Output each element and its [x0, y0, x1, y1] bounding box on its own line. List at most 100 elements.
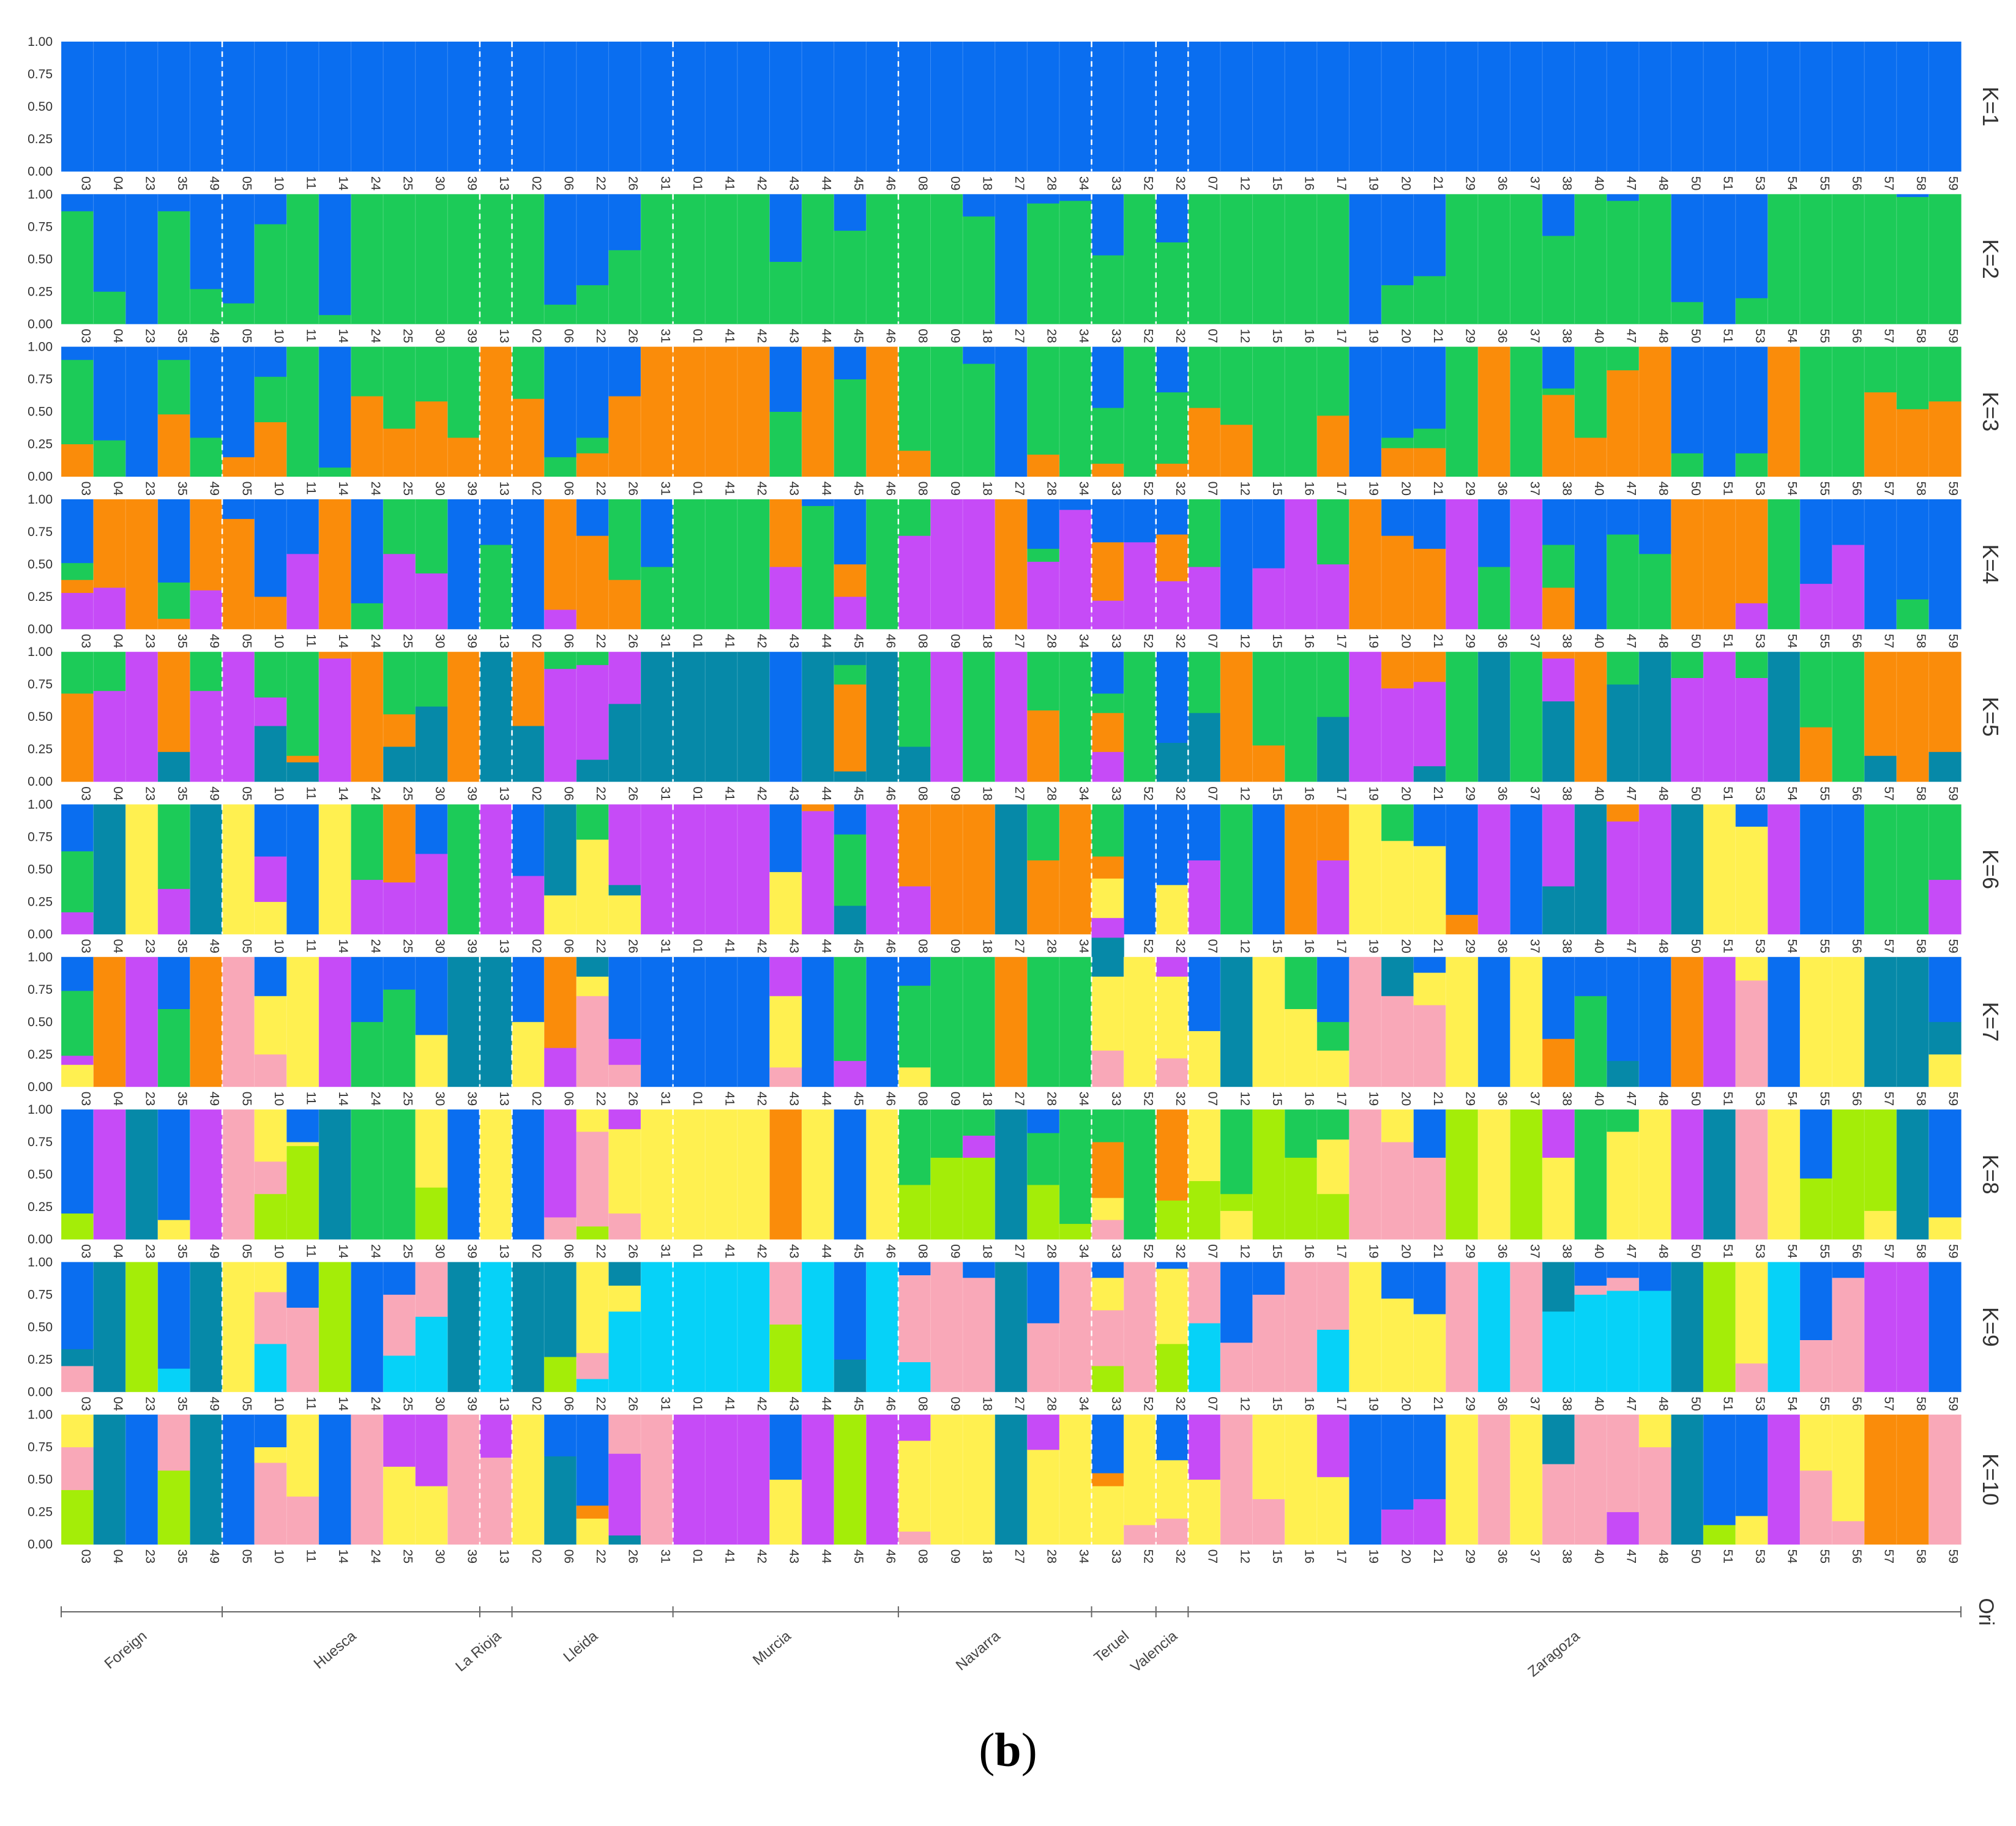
bar-segment [1316, 860, 1350, 934]
sample-label: 16 [1302, 482, 1316, 496]
sample-label: 21 [1431, 786, 1445, 800]
bar-segment [1542, 194, 1575, 236]
sample-label: 05 [239, 939, 253, 953]
bar-segment [705, 499, 738, 630]
sample-label: 31 [658, 939, 672, 953]
bar-segment [1413, 428, 1446, 449]
bar-segment [1768, 1414, 1801, 1545]
bar-segment [1446, 652, 1479, 782]
bar-segment [705, 194, 738, 324]
bar-segment [834, 499, 867, 565]
sample-label: 12 [1238, 1092, 1252, 1106]
sample-label: 38 [1559, 1092, 1574, 1106]
bar-segment [479, 652, 513, 782]
bar-segment [61, 1064, 94, 1087]
bar-segment [544, 1414, 577, 1456]
sample-label: 19 [1367, 939, 1381, 953]
bar-segment [898, 985, 931, 1068]
bar-segment [1155, 499, 1189, 535]
bar-segment [318, 315, 352, 324]
sample-label: 52 [1141, 634, 1155, 648]
bar-segment [1671, 194, 1704, 302]
bar-segment [1091, 255, 1124, 324]
sample-label: 35 [175, 634, 189, 648]
bar-segment [769, 804, 802, 873]
bar-segment [1091, 1198, 1124, 1220]
sample-label: 16 [1302, 1244, 1316, 1258]
sample-label: 34 [1077, 176, 1091, 191]
sample-label: 57 [1882, 1092, 1896, 1106]
bar-segment [834, 652, 867, 665]
bar-segment [898, 1262, 931, 1275]
bar-segment [254, 697, 287, 726]
bar-segment [995, 652, 1028, 782]
bar-segment [479, 1414, 513, 1458]
bar-segment [1413, 804, 1446, 846]
bar-segment [1638, 1291, 1672, 1392]
sample-label: 19 [1367, 1244, 1381, 1258]
bar-segment [157, 1414, 191, 1471]
sample-label: 42 [755, 634, 769, 648]
y-tick-label: 0.75 [28, 373, 53, 387]
bar-segment [1285, 1109, 1318, 1158]
bar-segment [1059, 499, 1092, 510]
bar-segment [1316, 499, 1350, 565]
y-tick-label: 1.00 [28, 340, 53, 354]
bar-segment [963, 42, 996, 172]
sample-label: 07 [1206, 329, 1220, 343]
sample-label: 30 [433, 329, 447, 343]
bar-segment [1832, 652, 1865, 782]
bar-segment [61, 1414, 94, 1448]
sample-label: 08 [916, 176, 930, 190]
sample-label: 34 [1077, 329, 1091, 343]
sample-label: 30 [433, 786, 447, 800]
bar-segment [415, 706, 448, 782]
sample-label: 58 [1914, 939, 1928, 953]
sample-label: 29 [1463, 1396, 1477, 1410]
bar-segment [1510, 194, 1543, 324]
bar-segment [1477, 1109, 1511, 1240]
bar-segment [157, 1262, 191, 1369]
sample-label: 02 [529, 1549, 543, 1563]
bar-segment [898, 499, 931, 536]
bar-segment [512, 194, 545, 324]
bar-segment [1638, 1414, 1672, 1448]
bar-segment [254, 422, 287, 477]
bar-segment [1928, 194, 1962, 324]
sample-label: 02 [529, 634, 543, 648]
y-tick-label: 0.75 [28, 1135, 53, 1149]
sample-label: 27 [1012, 482, 1026, 496]
sample-label: 13 [497, 176, 511, 190]
k-label: K=5 [1978, 697, 2003, 737]
sample-label: 57 [1882, 1244, 1896, 1258]
bar-segment [1477, 1262, 1511, 1392]
bar-segment [1574, 1285, 1607, 1295]
bar-segment [866, 1262, 899, 1392]
y-tick-label: 0.75 [28, 983, 53, 997]
bar-segment [1768, 42, 1801, 172]
bar-segment [930, 499, 963, 630]
sample-label: 40 [1592, 329, 1606, 343]
bar-segment [963, 652, 996, 782]
sample-label: 30 [433, 634, 447, 648]
bar-segment [383, 989, 416, 1087]
region-label: Valencia [1127, 1627, 1181, 1675]
bar-segment [1091, 463, 1124, 477]
bar-segment [254, 346, 287, 377]
sample-label: 08 [916, 1396, 930, 1410]
bar-segment [1252, 804, 1285, 934]
y-tick-label: 0.50 [28, 1320, 53, 1334]
sample-label: 49 [207, 1549, 222, 1563]
bar-segment [415, 499, 448, 574]
sample-label: 50 [1689, 786, 1703, 800]
y-tick-label: 0.75 [28, 677, 53, 691]
sample-label: 41 [723, 482, 737, 496]
sample-label: 10 [272, 634, 286, 648]
sample-label: 47 [1624, 939, 1638, 953]
sample-label: 47 [1624, 1092, 1638, 1106]
bar-segment [1091, 1366, 1124, 1392]
sample-label: 30 [433, 939, 447, 953]
sample-label: 40 [1592, 482, 1606, 496]
bar-segment [1155, 956, 1189, 977]
sample-label: 58 [1914, 176, 1928, 190]
